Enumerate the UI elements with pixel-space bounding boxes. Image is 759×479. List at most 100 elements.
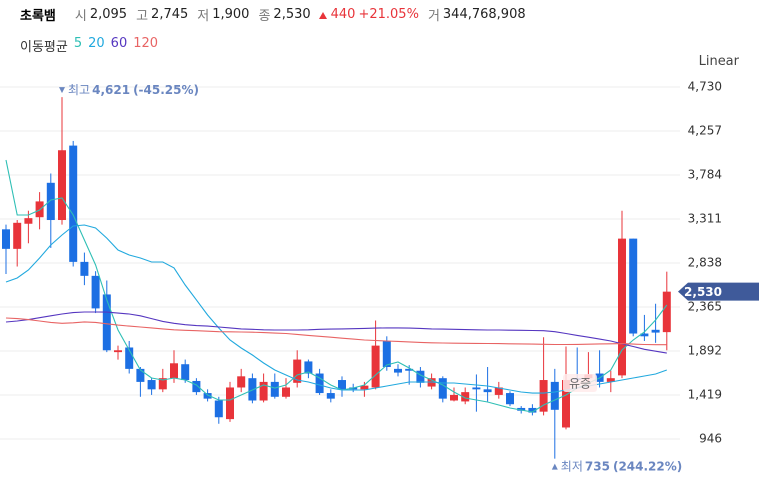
y-tick-label: 3,311 — [688, 211, 722, 225]
candle-body — [550, 381, 559, 410]
up-icon — [318, 11, 327, 19]
ma-line — [5, 317, 667, 346]
price-tag — [678, 282, 759, 301]
candle-body — [125, 347, 134, 369]
candle-body — [450, 394, 458, 401]
down-marker — [59, 87, 65, 94]
y-tick-label: 4,730 — [688, 79, 722, 93]
candle-body — [226, 387, 234, 420]
candle-body — [382, 340, 391, 368]
up-marker — [551, 463, 558, 470]
scale-toggle[interactable]: Linear — [698, 54, 739, 69]
candle-body — [326, 393, 335, 399]
y-tick-label: 4,257 — [688, 123, 722, 137]
candle-body — [629, 238, 638, 334]
summary-value: 2,095 — [89, 7, 128, 22]
candle-body — [282, 387, 290, 397]
candle-body — [528, 407, 537, 413]
summary-value: 2,745 — [151, 7, 189, 22]
summary-label: 종 — [258, 9, 271, 24]
price-tag-label: 2,530 — [684, 285, 722, 299]
candle-body — [24, 218, 33, 224]
candle-body — [136, 368, 145, 382]
candle-body — [69, 145, 78, 262]
candle-body — [304, 361, 313, 374]
summary-value: 1,900 — [212, 7, 250, 22]
candle-body — [640, 333, 649, 337]
candle-body — [102, 294, 111, 351]
ma-line — [5, 311, 667, 354]
candle-body — [58, 150, 66, 221]
summary-label: 저 — [197, 9, 210, 24]
candle-body — [494, 387, 503, 395]
candle-body — [371, 345, 380, 388]
candle-body — [147, 380, 156, 390]
candle-body — [472, 387, 481, 390]
summary-label: 시 — [74, 9, 87, 24]
candle-body — [181, 364, 190, 381]
candle-body — [158, 378, 167, 390]
stock-name: 초록뱀 — [20, 9, 56, 24]
candle-body — [270, 381, 279, 397]
annotation-pct: (-45.25%) — [133, 83, 199, 97]
ma-legend-item: 5 — [73, 36, 83, 51]
candle-body — [405, 368, 414, 371]
candle-body — [461, 392, 470, 402]
ma-legend: 이동평균 5 20 60 120 — [20, 36, 158, 55]
y-tick-label: 2,365 — [688, 300, 722, 314]
candle-body — [80, 261, 89, 276]
candle-body — [203, 393, 212, 399]
candle-body — [360, 385, 369, 390]
annotation: 최고 4,621 (-45.25%) — [68, 83, 199, 97]
ma-line — [5, 224, 667, 394]
candle-body — [517, 407, 526, 411]
candle-body — [248, 378, 257, 401]
up-icon-shape — [318, 11, 327, 19]
summary-value: 2,530 — [273, 7, 311, 22]
candle-body — [394, 368, 402, 373]
y-tick-label: 1,892 — [688, 344, 722, 358]
y-tick-label: 3,784 — [688, 167, 722, 181]
candle-body — [192, 380, 201, 393]
y-tick-label: 2,838 — [688, 255, 722, 269]
event-label: 유증 — [569, 377, 591, 391]
candle-body — [170, 363, 178, 379]
y-tick-label: 1,419 — [688, 388, 722, 402]
annotation: 최저 735 (244.22%) — [561, 459, 682, 473]
summary-label: 고 — [136, 9, 149, 24]
candle-body — [606, 378, 615, 382]
annotation-label: 최고 — [68, 83, 90, 97]
header: 초록뱀 시 2,095 고 2,745 저 1,900 종 2,530 440 +21.05% 거 3… — [20, 5, 526, 24]
ma-title: 이동평균 — [20, 40, 68, 55]
candle-body — [416, 370, 425, 383]
candle-body — [539, 380, 548, 412]
ma-legend-item: 20 — [88, 36, 105, 51]
volume-label: 거 — [427, 9, 440, 24]
y-tick-label: 946 — [699, 432, 722, 446]
candle-body — [662, 291, 671, 333]
candle-body — [562, 380, 570, 428]
candle-body — [483, 389, 492, 393]
candle-body — [293, 359, 302, 383]
candle-body — [13, 222, 22, 249]
candle-body — [2, 229, 10, 249]
annotation-label: 최저 — [561, 459, 583, 473]
ma-legend-item: 120 — [133, 36, 159, 51]
candle-body — [651, 329, 660, 333]
ma-legend-item: 60 — [110, 36, 128, 51]
annotation-value: 4,621 — [92, 83, 130, 97]
annotation-pct: (244.22%) — [613, 459, 682, 473]
candle-body — [506, 393, 514, 405]
candle-body — [237, 376, 246, 388]
change-pct: +21.05% — [358, 7, 419, 22]
candle-body — [114, 350, 122, 353]
change: 440 — [330, 7, 356, 22]
candle-body — [259, 381, 268, 401]
candle-body — [214, 400, 223, 418]
candle-body — [338, 380, 346, 390]
candle-body — [618, 238, 626, 376]
candle-body — [91, 275, 100, 309]
candle-body — [46, 182, 55, 221]
